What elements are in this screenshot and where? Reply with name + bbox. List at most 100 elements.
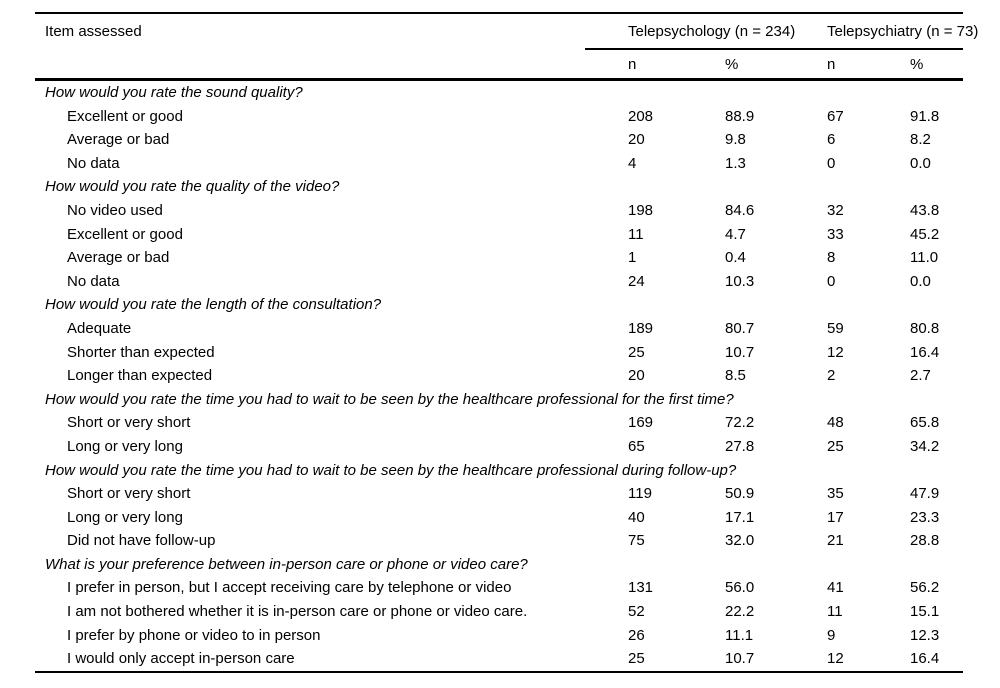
- row-label: Excellent or good: [67, 225, 183, 243]
- cell-percent: 22.2: [725, 603, 755, 621]
- row-label: Excellent or good: [67, 107, 183, 125]
- table-row: Did not have follow-up 75 32.0 21 28.8: [35, 529, 963, 553]
- cell-percent: 47.9: [910, 485, 940, 503]
- cell-percent: 10.7: [725, 650, 755, 668]
- row-label: I would only accept in-person care: [67, 650, 295, 668]
- table-row: Short or very short 119 50.9 35 47.9: [35, 482, 963, 506]
- cell-percent: 80.7: [725, 319, 755, 337]
- cell-n: 9: [827, 626, 836, 644]
- cell-percent: 45.2: [910, 225, 940, 243]
- cell-n: 59: [827, 319, 844, 337]
- cell-percent: 11.1: [725, 626, 754, 644]
- cell-percent: 0.0: [910, 154, 931, 172]
- cell-percent: 15.1: [910, 603, 940, 621]
- row-label: Did not have follow-up: [67, 532, 216, 550]
- cell-n: 11: [827, 603, 843, 621]
- table-row: No data 24 10.3 0 0.0: [35, 270, 963, 294]
- cell-n: 0: [827, 154, 836, 172]
- table-row: I am not bothered whether it is in-perso…: [35, 600, 963, 624]
- cell-n: 41: [827, 579, 844, 597]
- table-body: How would you rate the sound quality? Exc…: [35, 81, 963, 671]
- row-label: Short or very short: [67, 414, 191, 432]
- cell-n: 2: [827, 367, 836, 385]
- cell-n: 24: [628, 272, 645, 290]
- table-row: Long or very long 40 17.1 17 23.3: [35, 506, 963, 530]
- column-header-n-telepsychiatry: n: [827, 55, 836, 73]
- cell-n: 52: [628, 603, 645, 621]
- section-question: How would you rate the time you had to w…: [45, 461, 737, 479]
- cell-percent: 84.6: [725, 201, 755, 219]
- cell-n: 33: [827, 225, 844, 243]
- column-group-telepsychology: Telepsychology (n = 234): [628, 22, 796, 40]
- table-row: No data 4 1.3 0 0.0: [35, 152, 963, 176]
- cell-percent: 56.0: [725, 579, 755, 597]
- cell-n: 4: [628, 154, 637, 172]
- row-label: I prefer in person, but I accept receivi…: [67, 579, 512, 597]
- column-header-percent-telepsychology: %: [725, 55, 739, 73]
- table-row: I would only accept in-person care 25 10.7…: [35, 647, 963, 671]
- table-header-row: Item assessed Telepsychology (n = 234) T…: [35, 14, 979, 48]
- row-label: I am not bothered whether it is in-perso…: [67, 603, 528, 621]
- row-label: Average or bad: [67, 131, 170, 149]
- cell-percent: 11.0: [910, 249, 939, 267]
- cell-n: 131: [628, 579, 654, 597]
- cell-percent: 12.3: [910, 626, 940, 644]
- column-group-telepsychiatry: Telepsychiatry (n = 73): [827, 22, 979, 40]
- table-top-rule: [35, 12, 963, 14]
- table-row: Average or bad 20 9.8 6 8.2: [35, 128, 963, 152]
- cell-percent: 8.5: [725, 367, 746, 385]
- cell-n: 75: [628, 532, 645, 550]
- cell-n: 119: [628, 485, 652, 503]
- table-row: Excellent or good 208 88.9 67 91.8: [35, 105, 963, 129]
- section-question: How would you rate the time you had to w…: [45, 390, 734, 408]
- row-label: Shorter than expected: [67, 343, 215, 361]
- cell-n: 48: [827, 414, 844, 432]
- cell-n: 8: [827, 249, 836, 267]
- cell-percent: 43.8: [910, 201, 940, 219]
- cell-percent: 16.4: [910, 343, 940, 361]
- cell-percent: 32.0: [725, 532, 755, 550]
- column-header-item-assessed: Item assessed: [45, 22, 142, 40]
- cell-n: 17: [827, 508, 844, 526]
- cell-n: 25: [628, 650, 645, 668]
- cell-n: 12: [827, 343, 844, 361]
- row-label: I prefer by phone or video to in person: [67, 626, 321, 644]
- cell-percent: 17.1: [725, 508, 755, 526]
- cell-percent: 4.7: [725, 225, 746, 243]
- cell-percent: 88.9: [725, 107, 755, 125]
- cell-n: 6: [827, 131, 836, 149]
- table-row: Excellent or good 11 4.7 33 45.2: [35, 223, 963, 247]
- table-row: Shorter than expected 25 10.7 12 16.4: [35, 341, 963, 365]
- cell-percent: 0.0: [910, 272, 931, 290]
- results-table: Item assessed Telepsychology (n = 234) T…: [35, 12, 979, 673]
- section-question: How would you rate the quality of the vi…: [45, 178, 340, 196]
- cell-percent: 27.8: [725, 437, 755, 455]
- table-subheader-row: n % n %: [35, 50, 963, 78]
- cell-n: 12: [827, 650, 844, 668]
- cell-percent: 9.8: [725, 131, 746, 149]
- cell-percent: 10.7: [725, 343, 755, 361]
- header-spanner-rule: [585, 48, 963, 50]
- cell-n: 25: [628, 343, 645, 361]
- row-label: Short or very short: [67, 485, 191, 503]
- row-label: Average or bad: [67, 249, 170, 267]
- row-label: No data: [67, 154, 120, 172]
- cell-n: 40: [628, 508, 645, 526]
- cell-percent: 8.2: [910, 131, 931, 149]
- cell-percent: 50.9: [725, 485, 755, 503]
- cell-n: 32: [827, 201, 844, 219]
- row-label: Long or very long: [67, 437, 183, 455]
- cell-percent: 1.3: [725, 154, 746, 172]
- table-row: Short or very short 169 72.2 48 65.8: [35, 411, 963, 435]
- table-row: Longer than expected 20 8.5 2 2.7: [35, 364, 963, 388]
- column-header-percent-telepsychiatry: %: [910, 55, 924, 73]
- section-question: How would you rate the sound quality?: [45, 84, 303, 101]
- cell-percent: 10.3: [725, 272, 755, 290]
- cell-n: 208: [628, 107, 654, 125]
- cell-n: 26: [628, 626, 645, 644]
- row-label: Longer than expected: [67, 367, 213, 385]
- cell-n: 189: [628, 319, 654, 337]
- cell-percent: 72.2: [725, 414, 755, 432]
- cell-percent: 65.8: [910, 414, 940, 432]
- cell-percent: 80.8: [910, 319, 940, 337]
